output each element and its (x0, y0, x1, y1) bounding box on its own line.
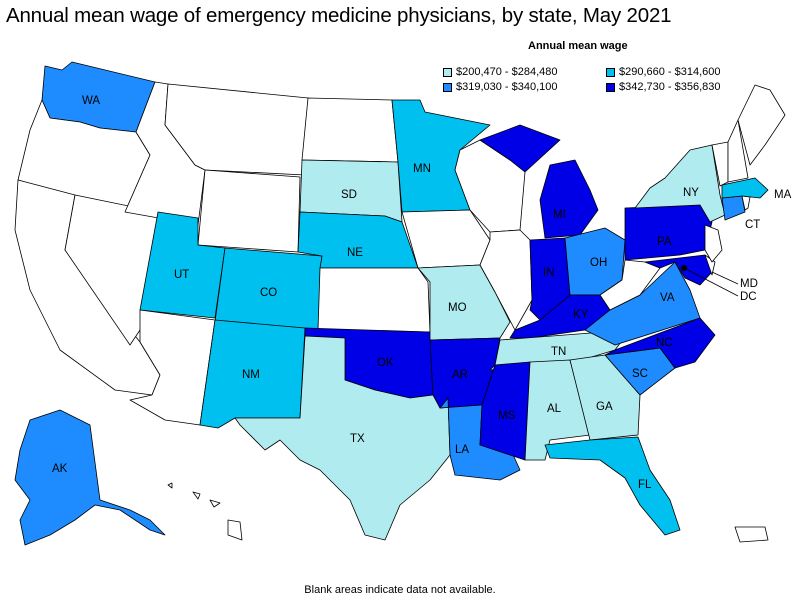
label-NC: NC (656, 337, 673, 349)
state-NC[interactable] (604, 317, 716, 369)
label-AL: AL (547, 403, 562, 415)
label-TX: TX (350, 433, 365, 445)
legend-label-tier2: $290,660 - $314,600 (619, 66, 721, 78)
label-LA: LA (455, 444, 469, 456)
state-NJ[interactable] (704, 224, 723, 263)
label-SC: SC (632, 368, 648, 380)
legend-item-tier2: $290,660 - $314,600 (606, 66, 721, 78)
label-NM: NM (242, 369, 260, 381)
label-MS: MS (498, 410, 516, 422)
label-CO: CO (260, 287, 277, 299)
legend-item-tier3: $319,030 - $340,100 (443, 81, 558, 93)
label-AR: AR (452, 369, 468, 381)
legend-label-tier1: $200,470 - $284,480 (456, 66, 558, 78)
label-MI: MI (553, 209, 566, 221)
map-title: Annual mean wage of emergency medicine p… (6, 4, 672, 27)
state-TX[interactable] (234, 335, 451, 541)
label-SD: SD (341, 189, 357, 201)
legend-label-tier3: $319,030 - $340,100 (456, 81, 558, 93)
label-MO: MO (448, 302, 467, 314)
state-FL[interactable] (544, 436, 681, 536)
label-NY: NY (683, 187, 699, 199)
state-NY[interactable] (634, 144, 726, 223)
label-NE: NE (347, 247, 363, 259)
label-OH: OH (590, 257, 607, 269)
label-WA: WA (82, 95, 100, 107)
legend-label-tier4: $342,730 - $356,830 (619, 81, 721, 93)
dc-marker (681, 265, 687, 271)
state-GA[interactable] (569, 354, 641, 441)
callout-line-MD (711, 271, 739, 285)
state-ND[interactable] (301, 97, 399, 163)
callout-line-DC (683, 267, 739, 297)
label-CT: CT (745, 219, 760, 231)
state-KS[interactable] (317, 267, 431, 333)
footnote: Blank areas indicate data not available. (304, 584, 496, 596)
state-WY[interactable] (197, 169, 301, 253)
label-MA: MA (774, 189, 792, 201)
label-AK: AK (52, 463, 68, 475)
state-MA[interactable] (721, 177, 769, 199)
label-OK: OK (377, 357, 394, 369)
state-CT[interactable] (721, 195, 746, 221)
legend-swatch-tier4 (606, 82, 615, 92)
label-KY: KY (573, 309, 589, 321)
label-GA: GA (596, 401, 613, 413)
label-PA: PA (657, 236, 672, 248)
state-HI[interactable] (167, 482, 243, 541)
label-TN: TN (551, 346, 566, 358)
territory-PR[interactable] (734, 526, 769, 543)
label-VA: VA (660, 292, 675, 304)
state-PA[interactable] (624, 204, 713, 261)
label-DC: DC (740, 291, 757, 303)
state-IA[interactable] (401, 209, 491, 269)
state-NH[interactable] (727, 119, 749, 183)
label-UT: UT (174, 269, 189, 281)
legend-item-tier4: $342,730 - $356,830 (606, 81, 721, 93)
label-MD: MD (740, 278, 758, 290)
legend-swatch-tier2 (606, 67, 615, 77)
label-IN: IN (543, 267, 555, 279)
legend-title: Annual mean wage (528, 40, 628, 52)
state-ME[interactable] (737, 84, 786, 166)
state-MI[interactable] (479, 124, 599, 239)
state-AK[interactable] (14, 409, 166, 546)
legend-swatch-tier1 (443, 67, 452, 77)
label-FL: FL (638, 479, 652, 491)
legend-swatch-tier3 (443, 82, 452, 92)
label-MN: MN (413, 163, 431, 175)
legend-item-tier1: $200,470 - $284,480 (443, 66, 558, 78)
